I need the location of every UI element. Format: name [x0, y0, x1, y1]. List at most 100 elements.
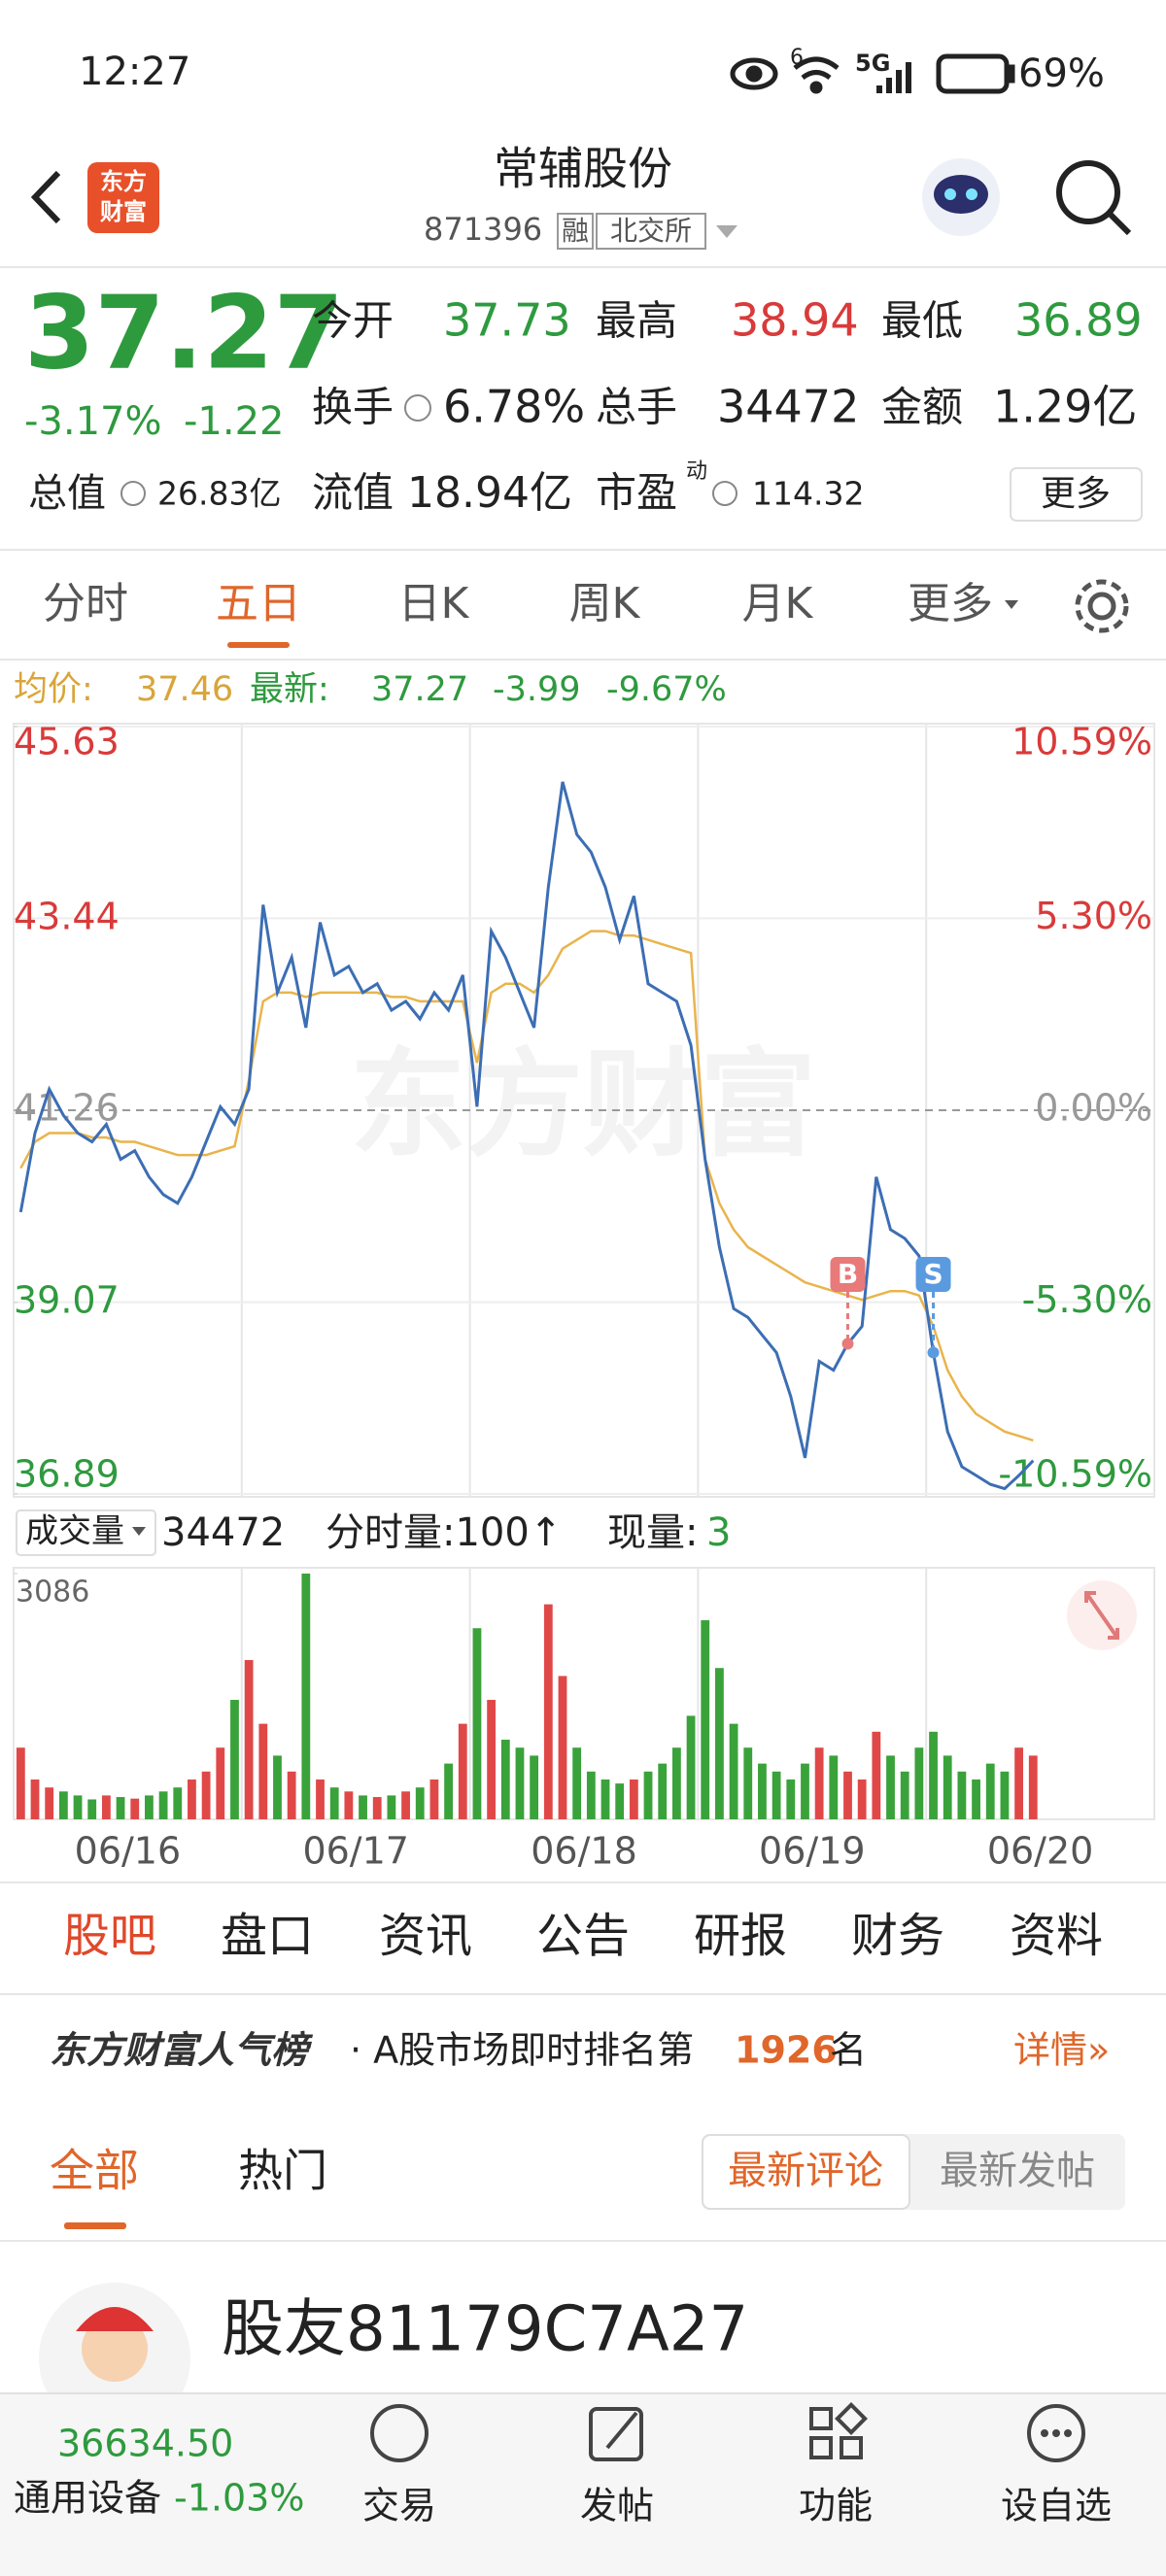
volume-label: 成交量 — [25, 1512, 124, 1551]
volume-bar — [201, 1771, 211, 1819]
latest-change-pct: -9.67% — [606, 670, 727, 709]
volume-bar — [615, 1783, 625, 1819]
field-label: 总手 — [596, 384, 677, 431]
logo-text: 财富 — [100, 198, 147, 225]
stock-title: 常辅股份 — [494, 143, 672, 195]
logo-text: 东方 — [100, 168, 147, 195]
volume-bar — [786, 1779, 796, 1819]
y2-tick-label: -5.30% — [1022, 1278, 1152, 1321]
chart-tab[interactable]: 月K — [742, 579, 814, 628]
volume-bar — [814, 1747, 824, 1819]
section-tab[interactable]: 公告 — [536, 1909, 630, 1963]
sort-active[interactable] — [702, 2134, 910, 2210]
filter-active[interactable]: 全部 — [50, 2145, 139, 2197]
volume-bar — [843, 1771, 852, 1819]
field-value: 38.94 — [731, 294, 859, 347]
dropdown-arrow[interactable] — [716, 225, 737, 238]
filter[interactable]: 热门 — [238, 2145, 327, 2197]
volume-bar — [671, 1747, 681, 1819]
y-tick-label: 43.44 — [14, 895, 120, 937]
field-label: 金额 — [881, 384, 963, 431]
y2-tick-label: 5.30% — [1035, 895, 1152, 937]
field-value: 26.83亿 — [157, 475, 281, 513]
filter-indicator — [64, 2222, 126, 2229]
chart-tab[interactable]: 分时 — [43, 579, 128, 628]
section-tab-active[interactable]: 股吧 — [63, 1909, 156, 1963]
volume-bar — [758, 1763, 767, 1819]
index-change[interactable]: -1.03% — [174, 2477, 304, 2520]
info-icon[interactable] — [712, 481, 737, 506]
back-button[interactable] — [30, 170, 61, 224]
field-label: 市盈 — [596, 469, 677, 517]
nav-item[interactable]: 发帖 — [580, 2485, 654, 2527]
volume-bar — [515, 1747, 525, 1819]
volume-bar — [985, 1763, 995, 1819]
price: 37.27 — [24, 273, 344, 391]
info-icon[interactable] — [120, 481, 146, 506]
trade-point — [841, 1338, 854, 1350]
badge-text: 融 — [562, 215, 589, 247]
volume-bar — [415, 1787, 425, 1819]
volume-bar — [30, 1779, 40, 1819]
volume-bar — [429, 1779, 439, 1819]
change: -1.22 — [184, 399, 285, 444]
volume-bar — [530, 1755, 539, 1819]
volume-bar — [444, 1763, 453, 1819]
volume-bar — [715, 1668, 724, 1819]
now-value: 3 — [706, 1510, 731, 1555]
index-value[interactable]: 36634.50 — [57, 2423, 233, 2465]
volume-bar — [900, 1771, 909, 1819]
avg-label: 均价: — [14, 670, 93, 709]
expand-button[interactable] — [1067, 1580, 1137, 1650]
logo[interactable] — [87, 162, 159, 233]
section-tab[interactable]: 研报 — [694, 1909, 787, 1963]
price-line — [18, 781, 1035, 1491]
trade-badge — [830, 1257, 866, 1292]
volume-total: 34472 — [161, 1510, 285, 1555]
search-button[interactable] — [1056, 160, 1132, 236]
volume-bar — [244, 1660, 254, 1819]
volume-bar — [230, 1700, 239, 1819]
section-tab[interactable]: 资讯 — [379, 1909, 472, 1963]
chart-tab-active[interactable]: 五日 — [216, 579, 301, 628]
volume-bar — [586, 1771, 596, 1819]
volume-bar — [372, 1797, 382, 1819]
volume-bar — [316, 1779, 325, 1819]
volume-tick: 分时量:100↑ — [326, 1510, 562, 1555]
bottom-nav — [0, 2393, 1166, 2576]
now-label: 现量: — [607, 1510, 698, 1555]
volume-bar — [387, 1795, 396, 1819]
chart-tab[interactable]: 更多 — [908, 579, 993, 628]
tab-indicator — [227, 642, 290, 648]
popularity-text: · A股市场即时排名第 — [350, 2029, 694, 2072]
assistant-avatar[interactable] — [922, 158, 1000, 236]
volume-bar — [287, 1771, 296, 1819]
more-button[interactable] — [1010, 467, 1143, 522]
volume-bar — [158, 1791, 168, 1819]
volume-bar — [344, 1791, 354, 1819]
nav-item[interactable]: 功能 — [799, 2485, 873, 2527]
volume-bar — [401, 1791, 410, 1819]
volume-bar — [801, 1763, 809, 1819]
x-tick-label: 06/16 — [75, 1830, 182, 1873]
chart-tab[interactable]: 日K — [398, 579, 470, 628]
sort-label[interactable]: 最新发帖 — [940, 2149, 1095, 2193]
volume-bar — [73, 1795, 83, 1819]
field-label: 总值 — [28, 471, 106, 516]
x-tick-label: 06/18 — [531, 1830, 637, 1873]
nav-item[interactable]: 交易 — [362, 2485, 436, 2527]
section-tab[interactable]: 资料 — [1010, 1909, 1103, 1963]
settings-button[interactable] — [1075, 579, 1129, 633]
index-name[interactable]: 通用设备 — [14, 2477, 161, 2520]
popularity-link[interactable]: 详情» — [1013, 2029, 1110, 2072]
nav-item[interactable]: 设自选 — [1001, 2485, 1112, 2527]
volume-bar — [743, 1747, 753, 1819]
section-tab[interactable]: 财务 — [851, 1909, 944, 1963]
info-icon[interactable] — [404, 394, 431, 422]
section-tab[interactable]: 盘口 — [221, 1909, 314, 1963]
volume-bar — [1014, 1747, 1023, 1819]
volume-bar — [87, 1799, 97, 1819]
volume-selector[interactable] — [16, 1509, 156, 1556]
chart-tab[interactable]: 周K — [569, 579, 641, 628]
